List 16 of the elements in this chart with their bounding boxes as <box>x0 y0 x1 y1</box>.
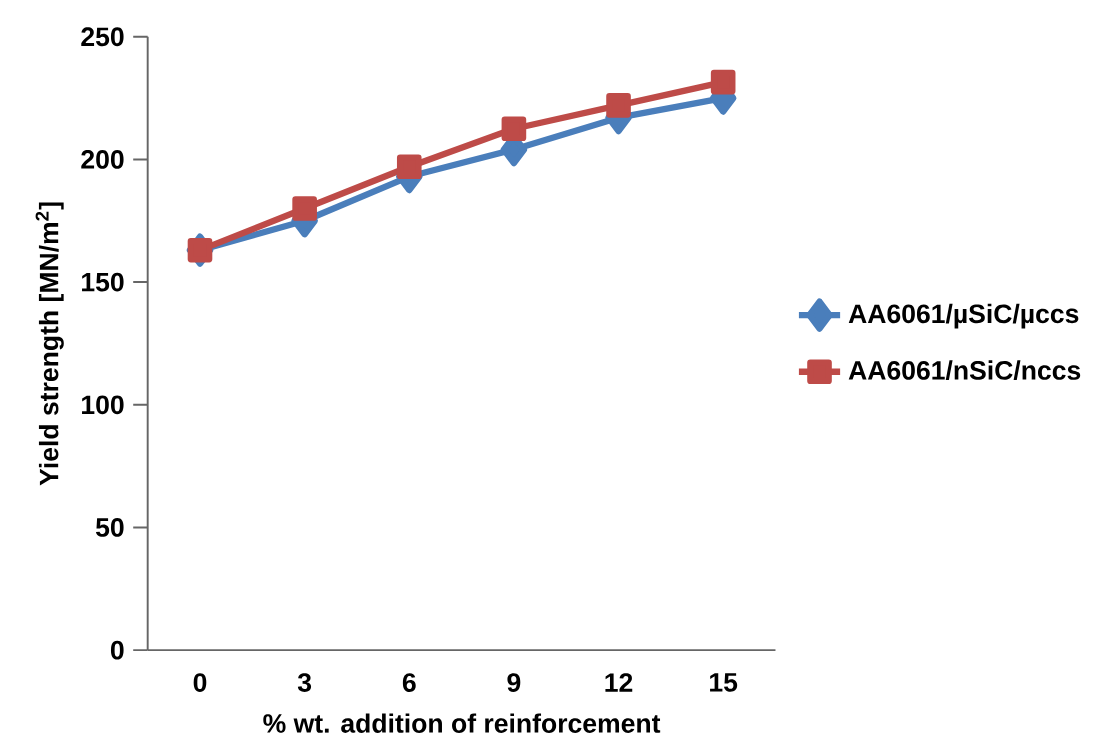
y-tick-label: 50 <box>95 518 124 537</box>
x-tick-label: 12 <box>605 673 633 692</box>
y-tick-label: 250 <box>81 27 124 47</box>
y-tick-label: 0 <box>110 640 124 660</box>
x-tick-label: 0 <box>193 673 207 692</box>
y-axis-title: Yield strength [MN/m$^{2}$] <box>35 202 64 486</box>
legend-label: AA6061/µSiC/µccs <box>848 303 1079 329</box>
y-tick-label: 150 <box>82 272 124 292</box>
x-tick-label: 15 <box>710 673 738 692</box>
x-tick-label: 6 <box>402 673 416 692</box>
x-tick-label: 9 <box>507 673 521 692</box>
x-tick-label: 3 <box>297 673 312 692</box>
x-axis-title: % wt. addition of reinforcement <box>263 713 661 733</box>
y-tick-label: 100 <box>82 395 124 415</box>
y-tick-label: 200 <box>81 149 124 169</box>
legend-label: AA6061/nSiC/nccs <box>848 360 1081 381</box>
